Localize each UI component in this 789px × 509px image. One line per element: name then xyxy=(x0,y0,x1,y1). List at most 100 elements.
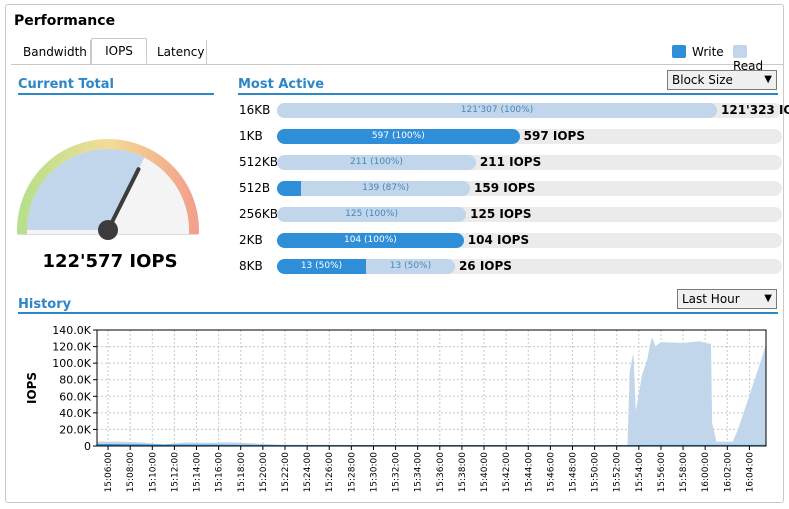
tab-separator xyxy=(206,40,207,64)
x-tick-label: 15:54:00 xyxy=(635,452,645,493)
panel-title: Performance xyxy=(14,13,116,29)
y-tick-label: 0 xyxy=(84,440,91,453)
x-tick-label: 15:06:00 xyxy=(104,452,114,493)
write-bar: 13 (50%) xyxy=(277,259,366,274)
y-tick-label: 60.0K xyxy=(59,390,91,403)
x-tick-label: 15:58:00 xyxy=(679,452,689,493)
legend-write: Write xyxy=(672,45,724,59)
gauge-needle xyxy=(106,167,141,232)
bar-track: 597 (100%) xyxy=(277,129,782,144)
row-total-value: 121'323 IO xyxy=(721,103,789,117)
x-tick-label: 16:04:00 xyxy=(745,452,755,493)
x-tick-label: 15:34:00 xyxy=(414,452,424,493)
tab-bar: Bandwidth IOPS Latency xyxy=(11,36,784,65)
block-size-label: 2KB xyxy=(239,233,263,247)
x-tick-label: 15:30:00 xyxy=(369,452,379,493)
x-tick-label: 15:50:00 xyxy=(591,452,601,493)
y-tick-label: 20.0K xyxy=(59,423,91,436)
block-size-label: 8KB xyxy=(239,259,263,273)
x-tick-label: 15:44:00 xyxy=(524,452,534,493)
x-tick-label: 15:36:00 xyxy=(436,452,446,493)
read-bar: 125 (100%) xyxy=(277,207,467,222)
y-tick-label: 80.0K xyxy=(59,374,91,387)
x-tick-label: 16:00:00 xyxy=(701,452,711,493)
write-bar: 104 (100%) xyxy=(277,233,464,248)
tab-iops[interactable]: IOPS xyxy=(91,38,147,64)
x-tick-label: 15:48:00 xyxy=(568,452,578,493)
block-size-label: 256KB xyxy=(239,207,279,221)
x-tick-label: 15:20:00 xyxy=(259,452,269,493)
most-active-divider xyxy=(238,93,778,95)
x-tick-label: 15:46:00 xyxy=(546,452,556,493)
group-by-value: Block Size xyxy=(672,73,733,87)
x-tick-label: 15:56:00 xyxy=(657,452,667,493)
y-tick-label: 140.0K xyxy=(52,324,91,337)
bar-track: 13 (50%) 13 (50%) xyxy=(277,259,782,274)
x-tick-label: 15:38:00 xyxy=(458,452,468,493)
x-tick-label: 15:22:00 xyxy=(281,452,291,493)
row-total-value: 159 IOPS xyxy=(474,181,536,195)
write-bar xyxy=(277,181,302,196)
time-range-value: Last Hour xyxy=(682,292,740,306)
history-title: History xyxy=(18,297,72,312)
current-total-value: 122'577 IOPS xyxy=(42,251,178,272)
read-swatch-icon xyxy=(733,45,747,58)
x-tick-label: 15:26:00 xyxy=(325,452,335,493)
read-bar: 121'307 (100%) xyxy=(277,103,717,118)
row-total-value: 597 IOPS xyxy=(523,129,585,143)
row-total-value: 211 IOPS xyxy=(479,155,542,169)
tab-bandwidth[interactable]: Bandwidth xyxy=(23,45,87,59)
tab-latency[interactable]: Latency xyxy=(157,45,205,59)
block-size-label: 512B xyxy=(239,181,271,195)
gauge-hub xyxy=(98,220,118,240)
tab-separator xyxy=(90,40,91,64)
x-tick-label: 15:12:00 xyxy=(170,452,180,493)
write-swatch-icon xyxy=(672,45,686,58)
x-tick-label: 15:18:00 xyxy=(237,452,247,493)
x-tick-label: 15:32:00 xyxy=(392,452,402,493)
history-chart: 0 20.0K 40.0K 60.0K 80.0K 100.0K 120.0K 140.0K 1… xyxy=(25,324,767,493)
x-tick-label: 15:10:00 xyxy=(148,452,158,493)
x-tick-label: 16:02:00 xyxy=(723,452,733,493)
read-bar: 13 (50%) xyxy=(365,259,455,274)
current-total-title: Current Total xyxy=(18,77,114,92)
bar-track: 125 (100%) xyxy=(277,207,782,222)
x-tick-label: 15:40:00 xyxy=(480,452,490,493)
group-by-select[interactable]: Block Size ▼ xyxy=(667,70,777,90)
y-tick-label: 120.0K xyxy=(52,341,91,354)
time-range-select[interactable]: Last Hour ▼ xyxy=(677,289,777,309)
bar-track: 104 (100%) xyxy=(277,233,782,248)
block-size-label: 16KB xyxy=(239,103,271,117)
bar-track: 121'307 (100%) xyxy=(277,103,782,118)
x-tick-label: 15:42:00 xyxy=(502,452,512,493)
x-tick-label: 15:08:00 xyxy=(126,452,136,493)
legend-read: Read xyxy=(733,45,783,73)
write-bar: 597 (100%) xyxy=(277,129,520,144)
read-bar: 139 (87%) xyxy=(301,181,470,196)
chevron-down-icon: ▼ xyxy=(764,293,772,304)
bar-track: 139 (87%) xyxy=(277,181,782,196)
iops-gauge xyxy=(17,139,199,240)
legend-write-label: Write xyxy=(692,45,724,59)
chevron-down-icon: ▼ xyxy=(764,74,772,85)
y-tick-label: 100.0K xyxy=(52,357,91,370)
x-tick-label: 15:28:00 xyxy=(347,452,357,493)
bar-track: 211 (100%) xyxy=(277,155,782,170)
y-tick-label: 40.0K xyxy=(59,407,91,420)
x-tick-label: 15:14:00 xyxy=(193,452,203,493)
x-tick-label: 15:24:00 xyxy=(303,452,313,493)
row-total-value: 125 IOPS xyxy=(470,207,532,221)
block-size-label: 512KB xyxy=(239,155,279,169)
row-total-value: 26 IOPS xyxy=(458,259,512,273)
history-divider xyxy=(18,312,778,314)
legend-read-label: Read xyxy=(733,59,764,73)
current-total-divider xyxy=(18,93,214,95)
x-tick-label: 15:52:00 xyxy=(613,452,623,493)
x-tick-label: 15:16:00 xyxy=(215,452,225,493)
plot-border xyxy=(96,329,767,447)
most-active-title: Most Active xyxy=(238,77,325,92)
read-bar: 211 (100%) xyxy=(277,155,476,170)
row-total-value: 104 IOPS xyxy=(467,233,530,247)
gauge-fill xyxy=(27,149,145,230)
y-axis-label: IOPS xyxy=(25,372,39,404)
